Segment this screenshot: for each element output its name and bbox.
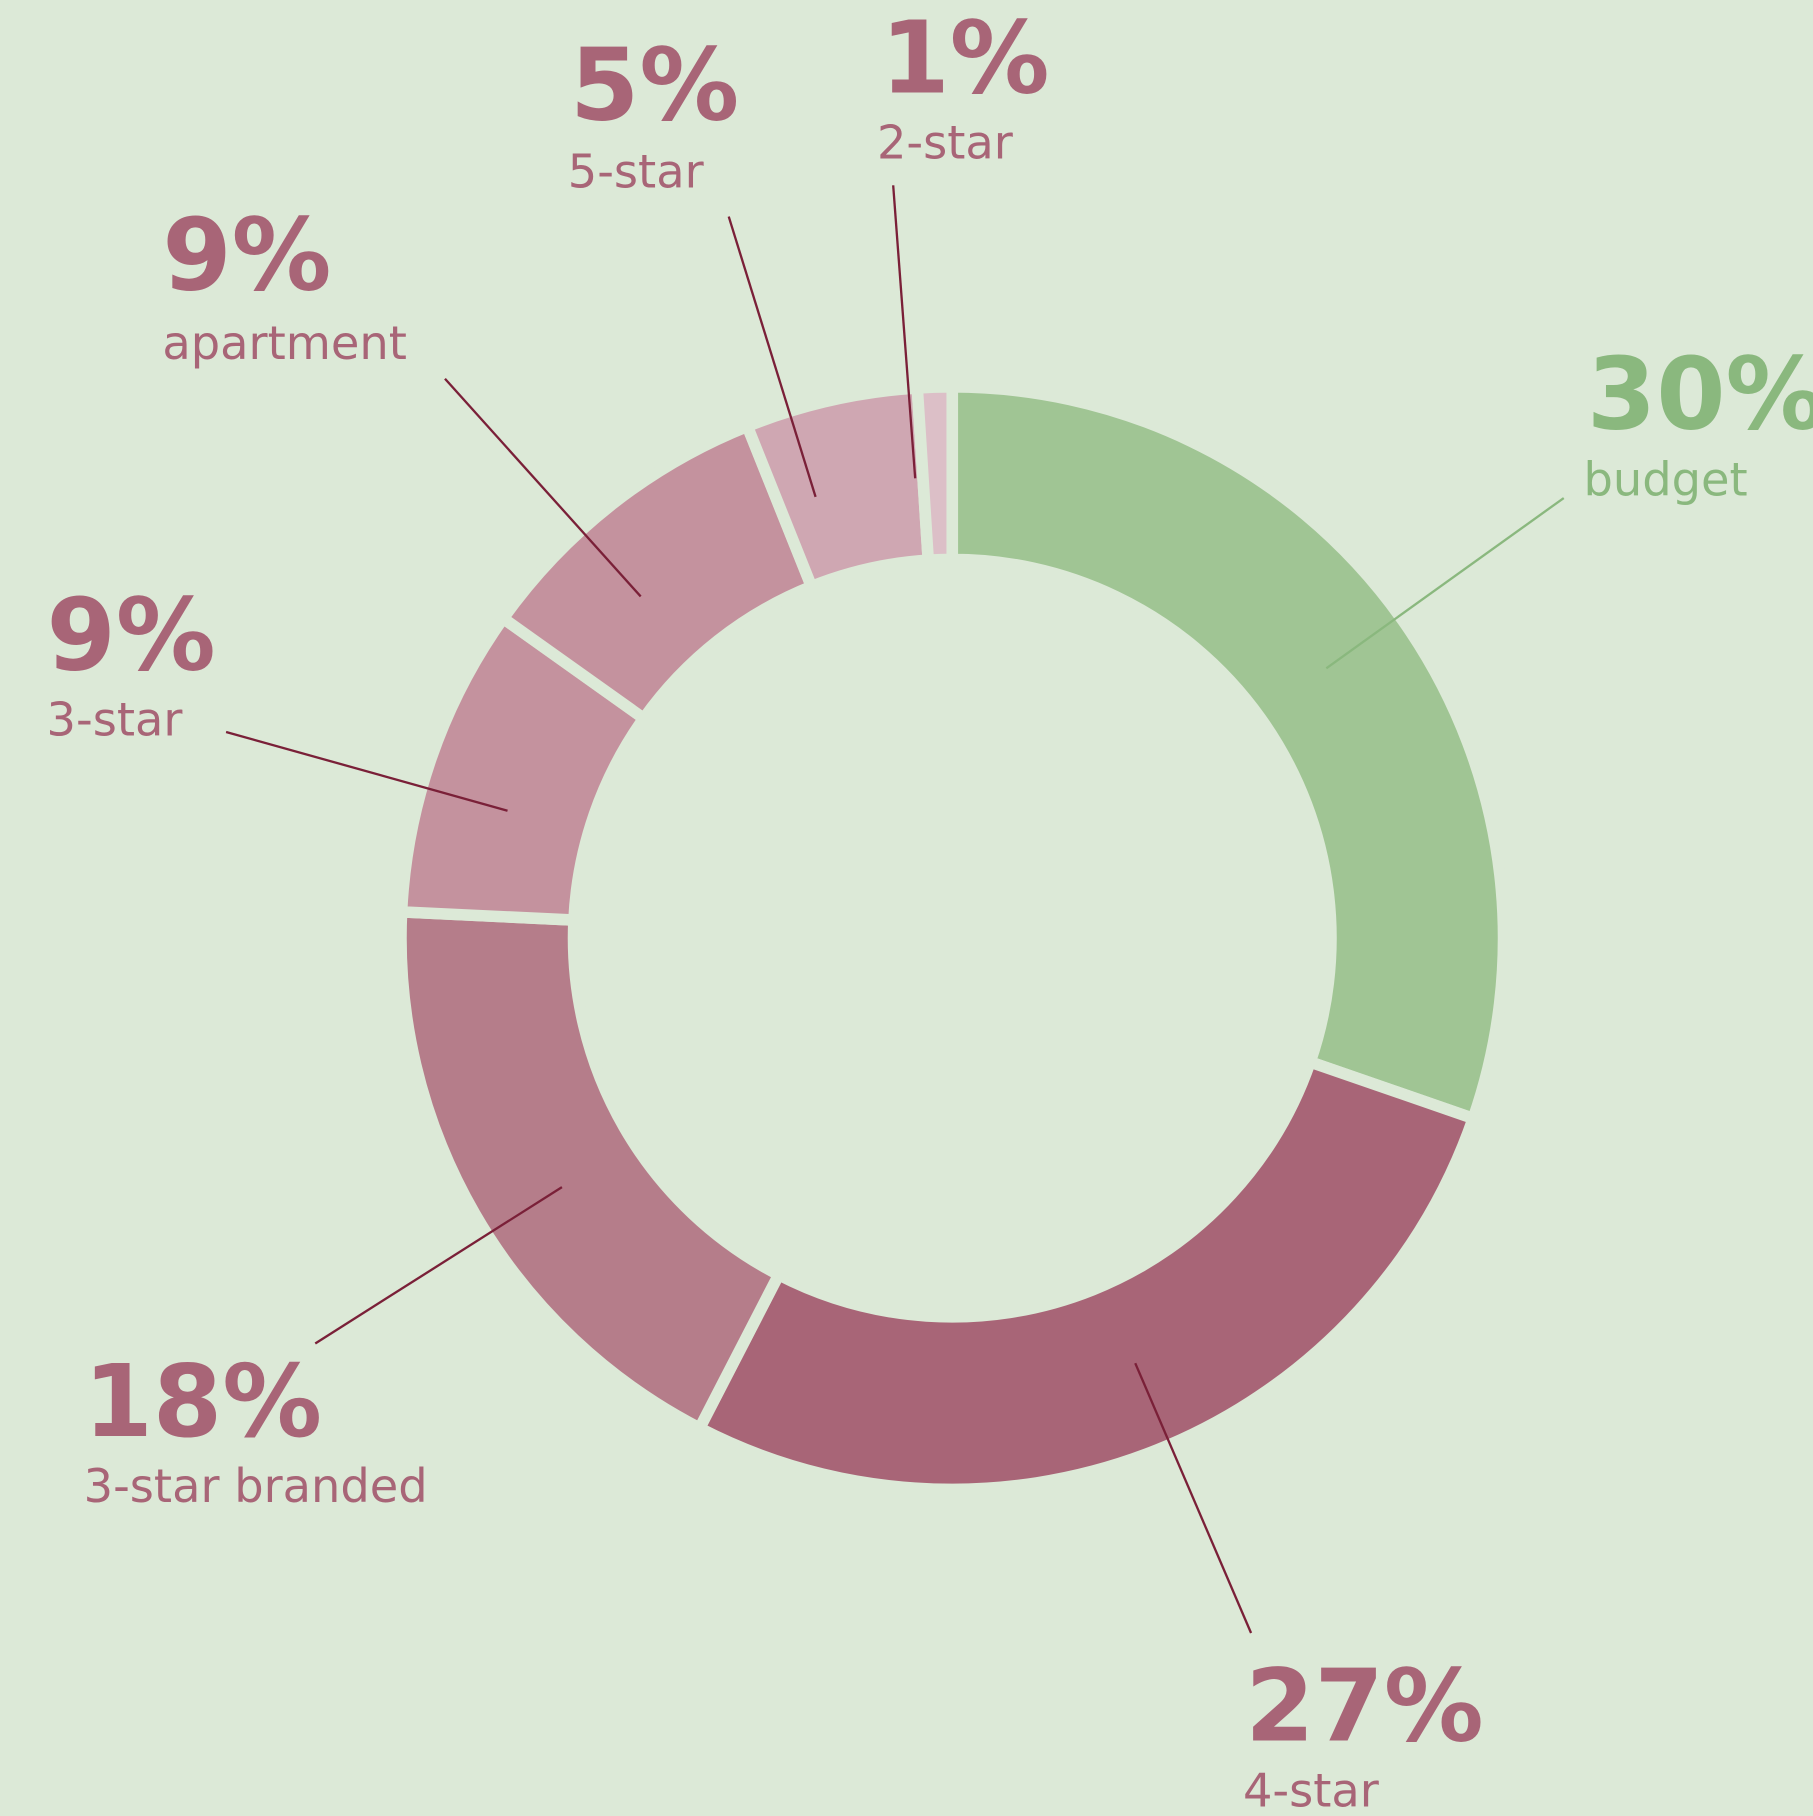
value-label: 9%	[47, 578, 216, 693]
category-label: 4-star	[1243, 1764, 1380, 1816]
category-label: 2-star	[877, 116, 1014, 170]
value-label: 9%	[162, 199, 331, 314]
category-label: 5-star	[568, 145, 705, 199]
value-label: 18%	[84, 1345, 322, 1460]
leader-line	[444, 377, 642, 598]
leader-line	[1325, 497, 1565, 670]
leader-line	[1134, 1362, 1253, 1634]
donut-slice	[395, 905, 787, 1436]
category-label: apartment	[162, 316, 406, 370]
donut-slice	[691, 1054, 1481, 1496]
leader-line	[727, 216, 817, 498]
value-label: 27%	[1245, 1650, 1483, 1765]
category-label: 3-star	[47, 692, 184, 746]
value-label: 1%	[880, 2, 1049, 117]
donut-slice	[911, 381, 959, 567]
donut-slice	[946, 381, 1510, 1126]
leader-line	[314, 1186, 563, 1345]
category-label: 3-star branded	[84, 1459, 428, 1513]
category-label: budget	[1583, 453, 1747, 507]
leader-line	[892, 185, 917, 479]
value-label: 30%	[1587, 338, 1813, 453]
value-label: 5%	[570, 28, 739, 143]
leader-line	[225, 730, 508, 812]
